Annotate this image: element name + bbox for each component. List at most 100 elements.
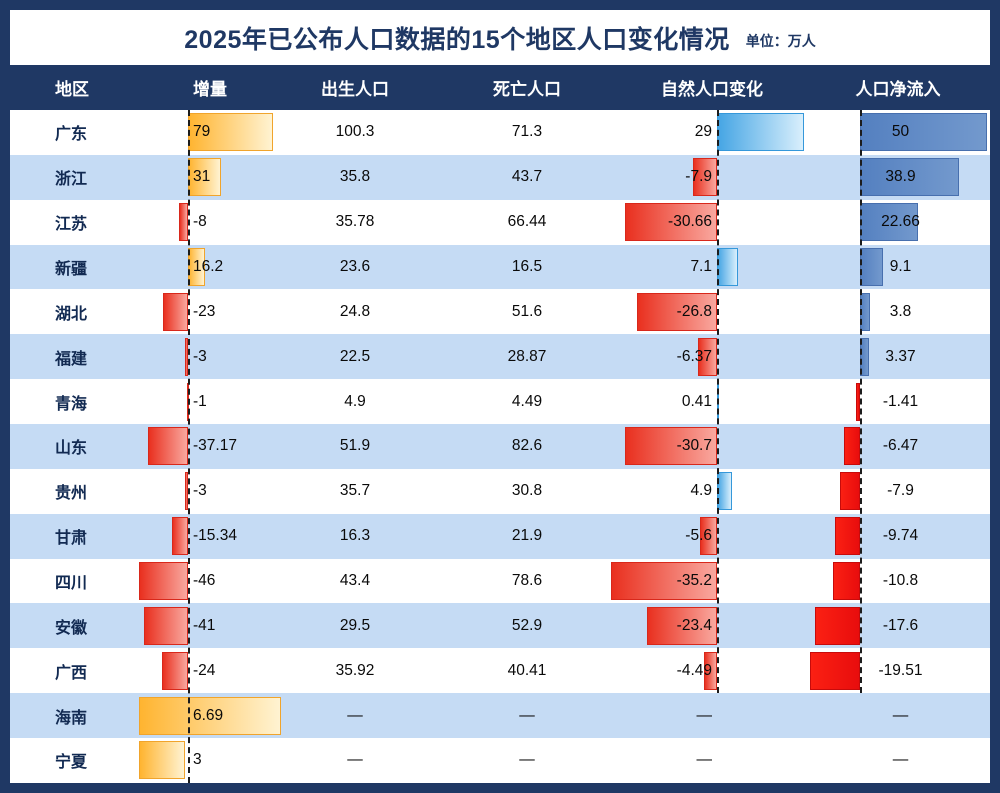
table-row: 青海 -1 4.9 4.49 0.41 -1.41 <box>10 379 990 425</box>
region-label: 青海 <box>55 395 88 413</box>
death-value: 4.49 <box>511 392 543 410</box>
delta-value: -23 <box>193 302 216 320</box>
region-label: 浙江 <box>55 171 88 189</box>
natural-change-value: -7.9 <box>685 168 712 186</box>
column-header-natural-change: 自然人口变化 <box>661 80 763 99</box>
birth-value: 4.9 <box>344 392 366 410</box>
natural-change-value: 0.41 <box>681 392 712 410</box>
column-header-delta: 增量 <box>193 80 227 99</box>
death-value: 52.9 <box>511 616 543 634</box>
net-inflow-value: 3.8 <box>889 302 912 320</box>
delta-value: -46 <box>193 572 216 590</box>
natural-change-value: 7.1 <box>690 258 712 275</box>
table-row: 安徽 -41 29.5 52.9 -23.4 -17.6 <box>10 603 990 649</box>
natural-change-bar <box>636 292 717 331</box>
table-row: 广东 79 100.3 71.3 29 50 <box>10 110 990 155</box>
net-inflow-bar <box>860 158 959 197</box>
net-inflow-bar <box>835 517 860 556</box>
net-inflow-bar <box>856 382 860 421</box>
net-inflow-bar <box>860 203 918 242</box>
table-row: 广西 -24 35.92 40.41 -4.49 -19.51 <box>10 648 990 694</box>
birth-value: 51.9 <box>339 437 371 455</box>
delta-bar <box>188 113 273 152</box>
table-body: 广东 79 100.3 71.3 29 50 浙江 31 35.8 43.7 -7.9 38.9 江苏 -… <box>10 110 990 783</box>
net-inflow-value: -19.51 <box>878 661 923 679</box>
natural-change-bar <box>625 203 717 242</box>
region-label: 安徽 <box>55 619 88 637</box>
net-inflow-value: -17.6 <box>882 616 919 634</box>
delta-value: 3 <box>193 751 202 769</box>
delta-value: -3 <box>193 347 207 365</box>
page-title: 2025年已公布人口数据的15个地区人口变化情况 <box>184 25 730 54</box>
death-value: 16.5 <box>511 258 543 275</box>
natural-change-value: — <box>696 706 713 724</box>
delta-bar <box>139 696 281 735</box>
birth-value: 35.7 <box>339 482 371 500</box>
region-label: 海南 <box>55 709 88 727</box>
natural-change-bar <box>703 651 717 690</box>
table-row: 新疆 16.2 23.6 16.5 7.1 9.1 <box>10 244 990 290</box>
death-value: — <box>519 706 535 724</box>
net-inflow-value: -1.41 <box>882 392 919 410</box>
delta-value: 6.69 <box>193 706 224 724</box>
baseline-delta-dashed-line <box>188 110 190 783</box>
net-inflow-value: -10.8 <box>882 572 919 590</box>
delta-value: -41 <box>193 616 216 634</box>
delta-bar <box>188 158 222 197</box>
column-header-net-inflow: 人口净流入 <box>855 80 941 99</box>
death-value: — <box>519 751 535 769</box>
natural-change-bar <box>700 517 717 556</box>
natural-change-bar <box>717 113 804 152</box>
column-header-region: 地区 <box>55 80 89 99</box>
region-label: 江苏 <box>55 216 88 234</box>
death-value: 40.41 <box>507 661 547 679</box>
birth-value: — <box>347 751 363 769</box>
net-inflow-value: 22.66 <box>881 213 920 231</box>
death-value: 30.8 <box>511 482 543 500</box>
birth-value: 24.8 <box>339 302 371 320</box>
natural-change-value: 4.9 <box>690 482 712 500</box>
delta-bar <box>143 606 188 645</box>
delta-bar <box>139 741 185 780</box>
table-row: 海南 6.69 — — — — <box>10 693 990 739</box>
birth-value: 35.78 <box>335 213 375 231</box>
natural-change-value: — <box>696 751 713 769</box>
delta-bar <box>138 562 188 601</box>
birth-value: 100.3 <box>335 123 375 141</box>
death-value: 66.44 <box>507 213 547 231</box>
natural-change-bar <box>611 562 717 601</box>
header-row: 地区 增量 出生人口 死亡人口 自然人口变化 人口净流入 <box>10 65 990 110</box>
table-row: 宁夏 3 — — — — <box>10 738 990 783</box>
delta-bar <box>162 651 188 690</box>
delta-value: -3 <box>193 482 207 500</box>
region-label: 福建 <box>55 350 88 368</box>
birth-value: — <box>347 706 363 724</box>
delta-value: -8 <box>193 213 207 231</box>
natural-change-value: -35.2 <box>676 572 712 590</box>
natural-change-value: 29 <box>694 123 712 141</box>
title-bar: 2025年已公布人口数据的15个地区人口变化情况 单位：万人 <box>10 10 990 65</box>
baseline-natural-dashed-line <box>717 110 719 694</box>
delta-bar <box>171 517 188 556</box>
baseline-netflow-dashed-line <box>860 110 862 694</box>
table-row: 江苏 -8 35.78 66.44 -30.66 22.66 <box>10 199 990 245</box>
natural-change-value: -30.7 <box>676 437 712 455</box>
table-row: 浙江 31 35.8 43.7 -7.9 38.9 <box>10 154 990 200</box>
net-inflow-bar <box>839 472 860 511</box>
net-inflow-bar <box>815 606 860 645</box>
column-header-deaths: 死亡人口 <box>493 80 561 99</box>
region-label: 甘肃 <box>55 530 88 548</box>
net-inflow-value: 38.9 <box>885 168 916 186</box>
natural-change-value: -4.49 <box>676 661 712 679</box>
net-inflow-bar <box>832 562 860 601</box>
natural-change-value: -23.4 <box>676 616 712 634</box>
delta-bar <box>148 427 188 466</box>
birth-value: 35.8 <box>339 168 371 186</box>
birth-value: 16.3 <box>339 527 371 545</box>
birth-value: 43.4 <box>339 572 371 590</box>
natural-change-bar <box>624 427 717 466</box>
table-row: 贵州 -3 35.7 30.8 4.9 -7.9 <box>10 468 990 514</box>
net-inflow-bar <box>810 651 860 690</box>
death-value: 28.87 <box>507 347 547 365</box>
net-inflow-value: — <box>892 751 909 769</box>
